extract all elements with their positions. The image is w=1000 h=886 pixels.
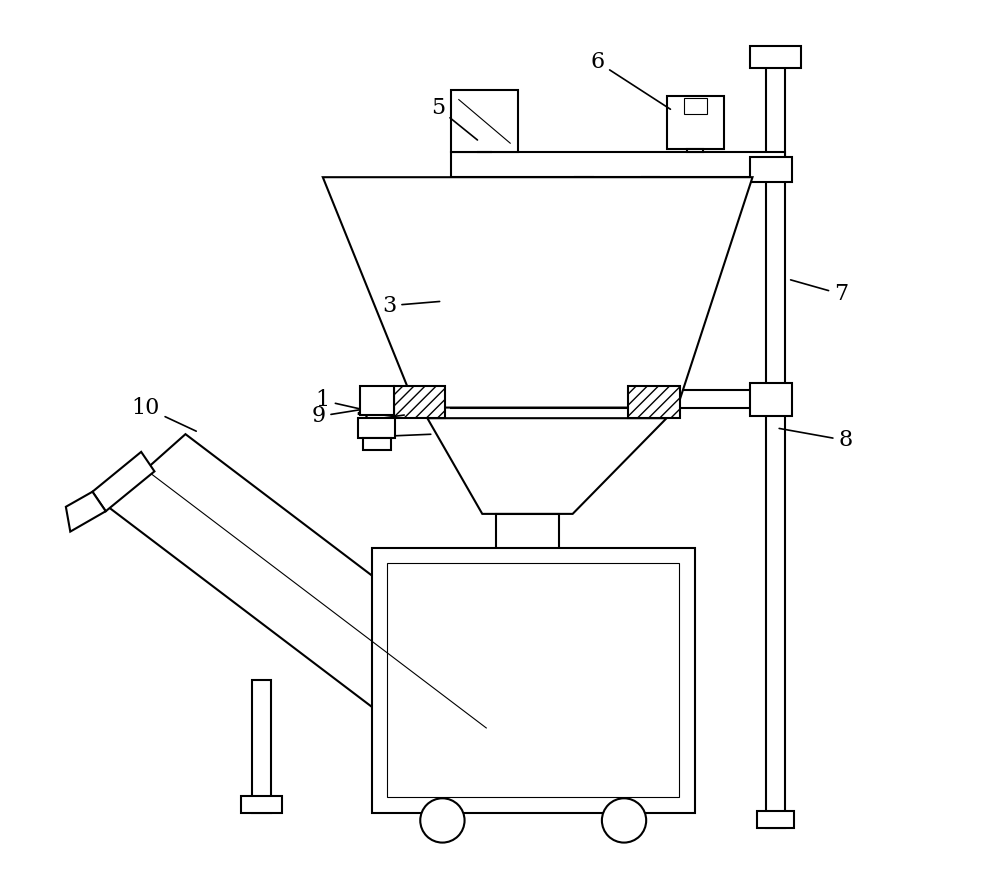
Polygon shape <box>427 418 667 514</box>
Bar <box>372 548 695 813</box>
Bar <box>360 386 394 415</box>
Bar <box>575 177 593 390</box>
Text: 3: 3 <box>382 295 440 316</box>
Bar <box>750 46 801 68</box>
Bar <box>687 149 703 152</box>
Text: 8: 8 <box>779 429 853 451</box>
Bar <box>750 157 792 182</box>
Bar <box>387 563 679 797</box>
Text: 4: 4 <box>364 426 431 447</box>
Bar <box>750 383 792 416</box>
Bar <box>757 811 794 828</box>
Polygon shape <box>106 434 527 764</box>
Text: 7: 7 <box>791 280 848 305</box>
Polygon shape <box>66 492 106 532</box>
Bar <box>667 96 724 149</box>
Bar <box>496 514 559 549</box>
Polygon shape <box>92 452 154 511</box>
Bar <box>451 390 785 408</box>
Bar <box>394 386 445 418</box>
Bar <box>628 386 680 418</box>
Bar <box>252 680 271 813</box>
Text: 2: 2 <box>356 410 404 431</box>
Bar <box>642 177 659 390</box>
Text: 1: 1 <box>316 390 367 411</box>
Bar <box>363 438 391 450</box>
Bar <box>684 98 707 114</box>
Text: 6: 6 <box>590 51 670 109</box>
Bar <box>766 58 785 828</box>
Circle shape <box>420 798 465 843</box>
Text: 9: 9 <box>311 406 360 427</box>
Polygon shape <box>323 177 753 408</box>
Bar <box>358 418 395 438</box>
Circle shape <box>602 798 646 843</box>
Bar <box>451 152 785 177</box>
Bar <box>241 796 282 813</box>
Text: 5: 5 <box>431 97 477 140</box>
Bar <box>451 90 518 152</box>
Text: 10: 10 <box>131 397 196 431</box>
